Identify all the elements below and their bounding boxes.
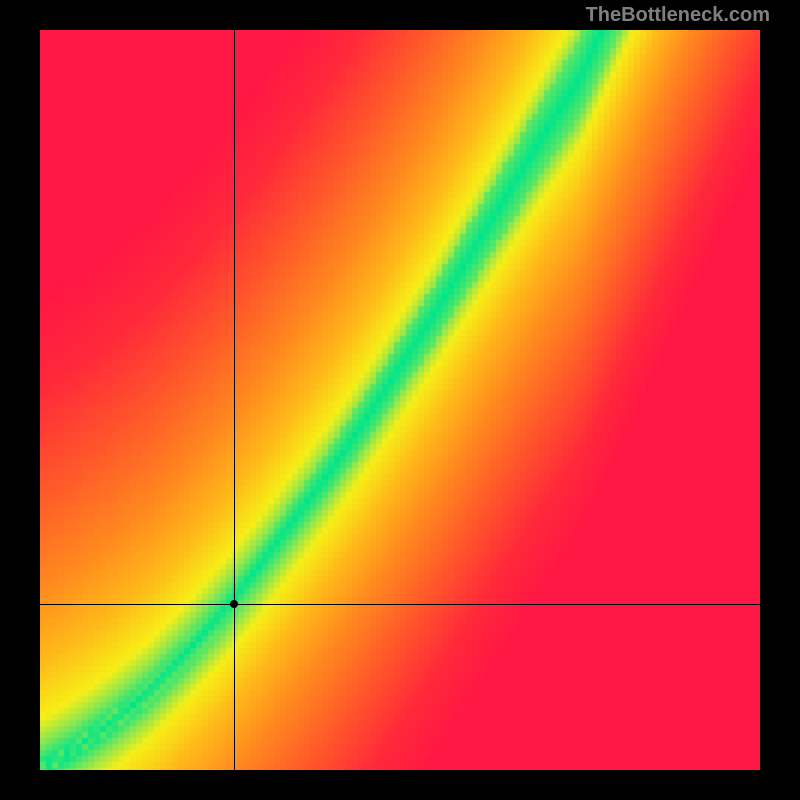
crosshair-marker <box>230 600 238 608</box>
watermark-text: TheBottleneck.com <box>586 4 770 27</box>
crosshair-vertical <box>234 30 235 770</box>
heatmap-canvas <box>40 30 760 770</box>
crosshair-horizontal <box>40 604 760 605</box>
heatmap-plot <box>40 30 760 770</box>
